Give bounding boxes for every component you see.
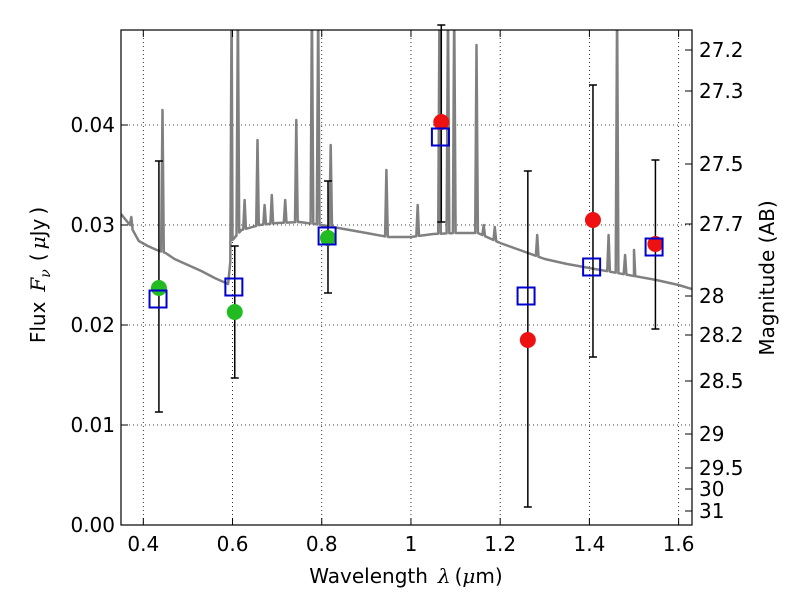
right-tick-label: 28.2	[699, 323, 744, 347]
right-tick-label: 29	[699, 422, 724, 446]
plot-background	[121, 30, 692, 525]
right-axis-title: Magnitude (AB)	[755, 200, 779, 355]
right-tick-label: 31	[699, 499, 724, 523]
y-tick-label: 0.01	[70, 413, 115, 437]
green-data-point	[319, 230, 336, 246]
model-box	[516, 286, 536, 306]
right-tick-label: 29.5	[699, 456, 744, 480]
y-axis-title: FluxFν(μJy)	[26, 207, 54, 343]
ticks: 0.4 0.6 0.8 1 1.2 1.4 1.6 0.00 0.01 0.02 0.03 0.04 2…	[70, 30, 744, 556]
x-tick-label: 0.4	[127, 532, 159, 556]
red-data-point	[433, 114, 450, 130]
y-tick-label: 0.04	[70, 113, 115, 137]
model-box	[644, 237, 664, 257]
right-tick-label: 30	[699, 477, 724, 501]
model-photometry-boxes	[148, 127, 664, 309]
model-box	[224, 277, 244, 297]
y-tick-label: 0.03	[70, 213, 115, 237]
model-box	[317, 226, 337, 246]
observed-points	[150, 114, 664, 348]
model-box	[582, 257, 602, 277]
right-tick-label: 27.5	[699, 152, 744, 176]
x-tick-label: 1.4	[573, 532, 605, 556]
x-tick-label: 1.6	[663, 532, 695, 556]
grid	[121, 30, 692, 526]
model-box	[430, 127, 450, 147]
x-tick-label: 0.6	[217, 532, 249, 556]
right-tick-label: 28.5	[699, 369, 744, 393]
x-tick-label: 1	[405, 532, 418, 556]
right-tick-label: 27.3	[699, 79, 744, 103]
right-tick-label: 28	[699, 284, 724, 308]
green-data-point	[226, 304, 243, 320]
right-tick-label: 27.7	[699, 212, 744, 236]
x-tick-label: 0.8	[306, 532, 338, 556]
x-axis-title: Wavelength λ (μm)	[309, 564, 502, 588]
plot-frame	[120, 29, 693, 526]
x-tick-label: 1.2	[484, 532, 516, 556]
y-tick-label: 0.02	[70, 313, 115, 337]
green-data-point	[150, 280, 167, 296]
model-box	[148, 289, 168, 309]
right-tick-label: 27.2	[699, 38, 744, 62]
y-tick-label: 0.00	[70, 513, 115, 537]
red-data-point	[584, 212, 601, 228]
red-data-point	[519, 332, 536, 348]
